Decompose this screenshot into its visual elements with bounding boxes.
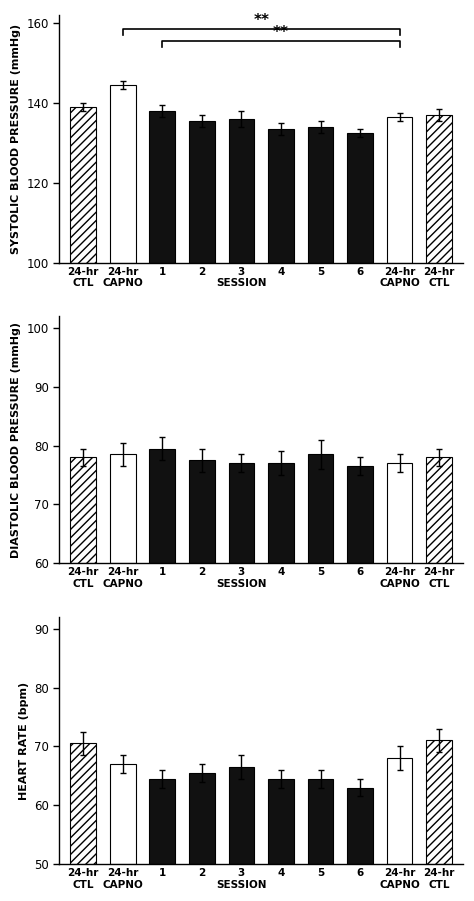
Bar bbox=[347, 787, 373, 864]
Bar bbox=[308, 127, 333, 262]
Bar bbox=[268, 463, 294, 563]
Bar bbox=[149, 449, 175, 563]
Bar bbox=[347, 133, 373, 262]
Bar bbox=[426, 741, 452, 864]
Bar bbox=[387, 758, 412, 864]
Bar bbox=[110, 454, 136, 563]
Bar bbox=[387, 117, 412, 262]
Bar bbox=[228, 119, 254, 262]
Bar bbox=[70, 743, 96, 864]
Bar bbox=[189, 121, 215, 262]
Bar bbox=[149, 111, 175, 262]
Bar bbox=[110, 764, 136, 864]
Bar bbox=[308, 778, 333, 864]
Text: **: ** bbox=[273, 25, 289, 41]
Bar bbox=[268, 778, 294, 864]
Bar bbox=[70, 107, 96, 262]
Bar bbox=[268, 129, 294, 262]
Bar bbox=[347, 466, 373, 563]
Bar bbox=[308, 454, 333, 563]
Bar bbox=[189, 460, 215, 563]
Y-axis label: SYSTOLIC BLOOD PRESSURE (mmHg): SYSTOLIC BLOOD PRESSURE (mmHg) bbox=[11, 23, 21, 254]
Bar bbox=[189, 773, 215, 864]
Text: **: ** bbox=[253, 14, 269, 29]
Bar bbox=[387, 463, 412, 563]
Bar bbox=[228, 463, 254, 563]
Y-axis label: DIASTOLIC BLOOD PRESSURE (mmHg): DIASTOLIC BLOOD PRESSURE (mmHg) bbox=[11, 322, 21, 558]
Bar bbox=[70, 458, 96, 563]
Bar bbox=[426, 458, 452, 563]
Bar bbox=[228, 767, 254, 864]
Bar bbox=[149, 778, 175, 864]
Bar bbox=[426, 115, 452, 262]
Bar bbox=[110, 85, 136, 262]
Y-axis label: HEART RATE (bpm): HEART RATE (bpm) bbox=[18, 681, 28, 799]
